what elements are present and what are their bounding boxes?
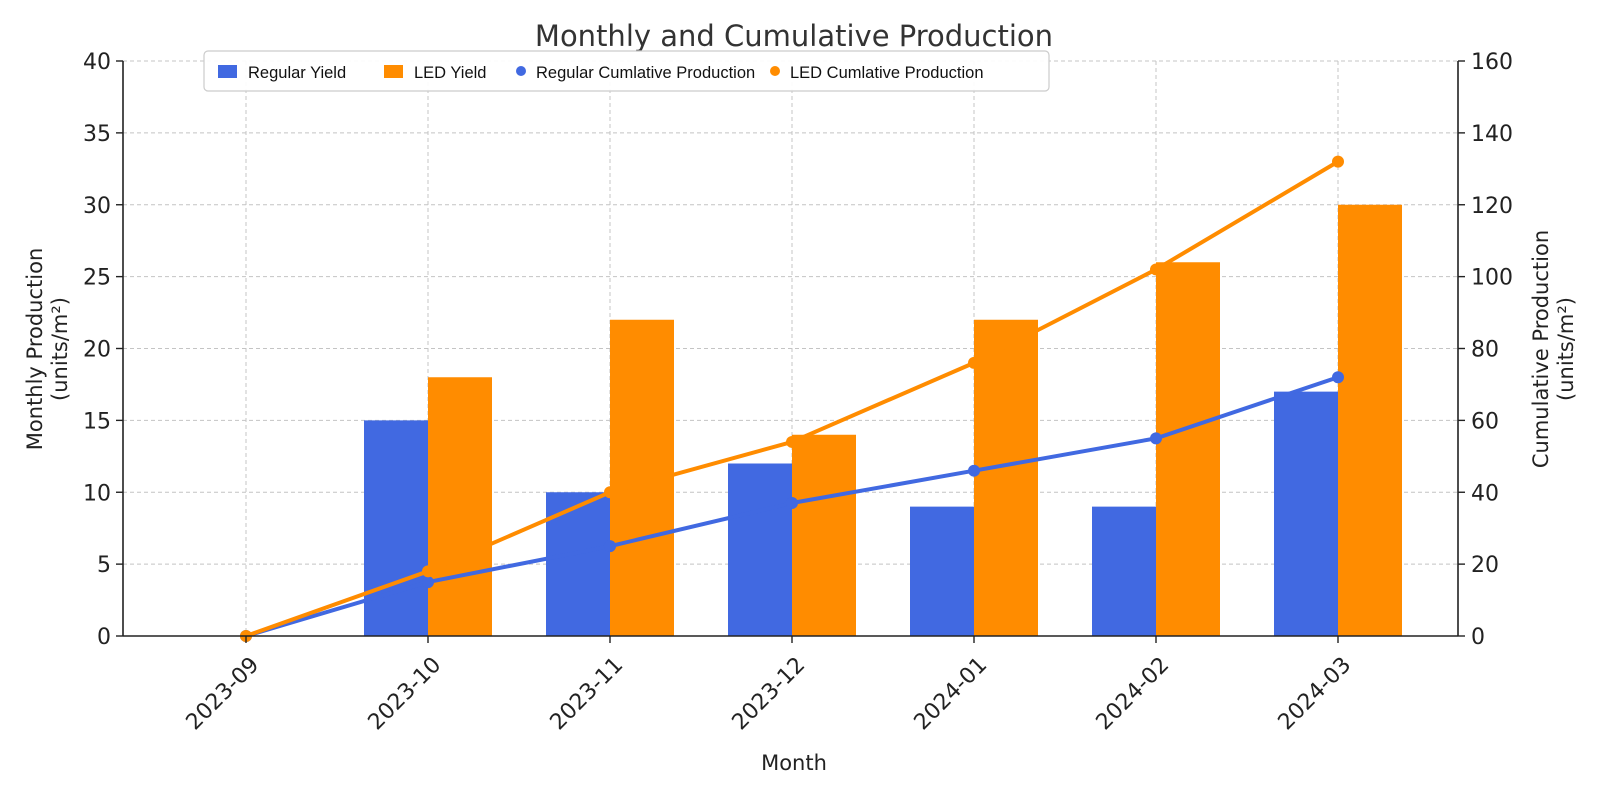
legend: Regular Yield LED Yield Regular Cumlativ…: [203, 50, 1050, 92]
right-tick-label: 0: [1471, 625, 1485, 650]
x-tick-label: 2023-10: [364, 653, 447, 736]
left-tick-label: 30: [83, 194, 111, 219]
left-axis-title-line2: (units/m²): [48, 297, 72, 401]
left-tick-label: 40: [83, 50, 111, 75]
x-tick-label: 2024-02: [1092, 653, 1175, 736]
legend-label-led-cumulative: LED Cumlative Production: [790, 64, 984, 82]
left-axis-title: Monthly Production (units/m²): [23, 248, 72, 450]
bar-regular-yield-2024-03: [1274, 391, 1338, 636]
right-axis-title: Cumulative Production (units/m²): [1529, 230, 1578, 468]
bar-led-yield-2024-03: [1338, 204, 1402, 636]
right-tick-label: 40: [1471, 481, 1499, 506]
right-tick-label: 160: [1471, 50, 1513, 75]
point-regular-cumlative-production-2023-10: [422, 576, 434, 589]
legend-label-regular-yield: Regular Yield: [248, 64, 346, 82]
bar-led-yield-2023-10: [428, 377, 492, 636]
legend-marker-regular-cumulative: [516, 66, 526, 76]
x-tick-label: 2023-11: [546, 653, 629, 736]
left-tick-label: 35: [83, 122, 111, 147]
bar-regular-yield-2024-02: [1092, 506, 1156, 636]
right-tick-label: 140: [1471, 122, 1513, 147]
legend-label-led-yield: LED Yield: [414, 64, 486, 82]
right-axis-title-line1: Cumulative Production: [1529, 230, 1553, 468]
right-tick-label: 60: [1471, 409, 1499, 434]
bar-layer: [364, 204, 1402, 636]
right-tick-label: 80: [1471, 338, 1499, 363]
legend-swatch-led-yield: [384, 65, 403, 78]
bar-regular-yield-2024-01: [910, 506, 974, 636]
right-tick-label: 20: [1471, 553, 1499, 578]
left-tick-label: 0: [97, 625, 111, 650]
bar-regular-yield-2023-10: [364, 420, 428, 636]
point-regular-cumlative-production-2024-02: [1150, 432, 1162, 445]
left-tick-label: 15: [83, 409, 111, 434]
point-regular-cumlative-production-2023-12: [786, 497, 798, 510]
bar-regular-yield-2023-12: [728, 463, 792, 636]
legend-box: [203, 50, 1050, 92]
right-tick-label: 100: [1471, 266, 1513, 291]
x-tick-label: 2023-12: [728, 653, 811, 736]
right-axis-title-line2: (units/m²): [1554, 297, 1578, 401]
point-led-cumlative-production-2023-12: [786, 435, 798, 448]
left-tick-label: 5: [97, 553, 111, 578]
left-tick-label: 20: [83, 338, 111, 363]
left-tick-label: 25: [83, 266, 111, 291]
legend-swatch-regular-yield: [218, 65, 237, 78]
right-tick-label: 120: [1471, 194, 1513, 219]
x-tick-label: 2024-01: [910, 653, 993, 736]
bar-led-yield-2024-02: [1156, 262, 1220, 636]
line-layer: [240, 155, 1344, 642]
point-led-cumlative-production-2023-11: [604, 486, 616, 499]
point-led-cumlative-production-2024-03: [1332, 155, 1344, 168]
chart-title: Monthly and Cumulative Production: [535, 19, 1053, 53]
left-axis-title-line1: Monthly Production: [23, 248, 47, 450]
x-axis-title: Month: [761, 751, 827, 775]
legend-label-regular-cumulative: Regular Cumlative Production: [536, 64, 755, 82]
x-tick-label: 2024-03: [1274, 653, 1357, 736]
point-led-cumlative-production-2023-10: [422, 565, 434, 578]
bar-led-yield-2024-01: [974, 319, 1038, 636]
point-led-cumlative-production-2024-01: [968, 356, 980, 369]
point-regular-cumlative-production-2024-01: [968, 464, 980, 477]
legend-marker-led-cumulative: [770, 66, 780, 76]
point-regular-cumlative-production-2024-03: [1332, 371, 1344, 384]
point-led-cumlative-production-2024-02: [1150, 263, 1162, 276]
x-tick-label: 2023-09: [182, 653, 265, 736]
left-tick-label: 10: [83, 481, 111, 506]
point-regular-cumlative-production-2023-11: [604, 540, 616, 553]
bar-led-yield-2023-12: [792, 434, 856, 636]
